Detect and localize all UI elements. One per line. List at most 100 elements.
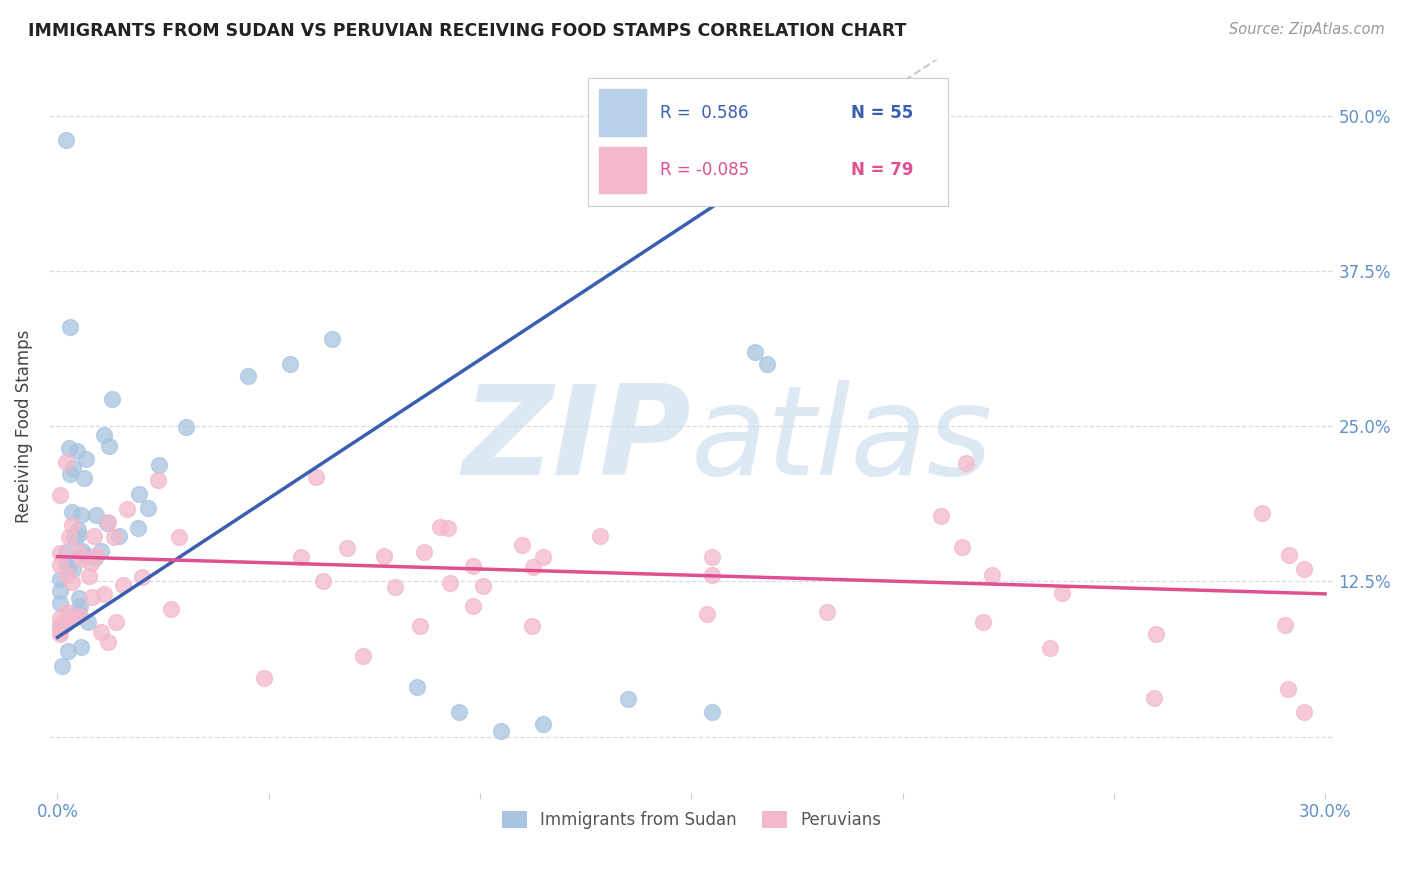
Point bbox=[437, 520, 460, 534]
Point bbox=[512, 538, 534, 552]
Point bbox=[1278, 548, 1301, 562]
Point bbox=[60, 504, 83, 518]
Point bbox=[1143, 690, 1166, 705]
Point bbox=[167, 531, 190, 545]
Point bbox=[461, 599, 484, 613]
Point bbox=[90, 624, 112, 639]
Point bbox=[49, 627, 72, 641]
Point bbox=[408, 619, 430, 633]
Point bbox=[1274, 618, 1296, 632]
Point bbox=[59, 609, 82, 624]
Point bbox=[522, 559, 544, 574]
Point bbox=[62, 611, 84, 625]
Point bbox=[96, 516, 118, 530]
Point bbox=[520, 619, 543, 633]
Point bbox=[756, 357, 779, 371]
Point bbox=[290, 550, 312, 565]
Point bbox=[72, 544, 94, 558]
Point bbox=[59, 319, 82, 334]
Point bbox=[335, 541, 357, 555]
Point bbox=[128, 520, 150, 534]
Text: Source: ZipAtlas.com: Source: ZipAtlas.com bbox=[1229, 22, 1385, 37]
Point bbox=[405, 680, 427, 694]
Point bbox=[312, 574, 335, 589]
Point bbox=[160, 602, 183, 616]
Point bbox=[93, 428, 115, 442]
Point bbox=[531, 549, 554, 564]
Point bbox=[55, 133, 77, 147]
Point bbox=[62, 530, 84, 544]
Point bbox=[62, 562, 84, 576]
Point bbox=[429, 519, 451, 533]
Point bbox=[252, 671, 274, 685]
Point bbox=[1250, 506, 1272, 520]
Point bbox=[136, 500, 159, 515]
Point bbox=[58, 441, 80, 455]
Point bbox=[55, 605, 77, 619]
Point bbox=[176, 420, 198, 434]
Point bbox=[60, 574, 83, 589]
Point bbox=[70, 508, 93, 522]
Point bbox=[56, 644, 79, 658]
Point bbox=[702, 705, 724, 719]
Point bbox=[53, 617, 76, 632]
Point bbox=[108, 529, 131, 543]
Point bbox=[66, 544, 89, 558]
Point bbox=[980, 567, 1002, 582]
Point bbox=[112, 578, 135, 592]
Point bbox=[489, 723, 512, 738]
Point bbox=[1292, 562, 1315, 576]
Point bbox=[62, 518, 84, 533]
Point bbox=[48, 488, 70, 502]
Point bbox=[70, 640, 93, 655]
Point bbox=[48, 546, 70, 560]
Point bbox=[105, 615, 128, 629]
Point bbox=[321, 332, 343, 346]
Point bbox=[463, 559, 485, 574]
Point bbox=[69, 599, 91, 613]
Point bbox=[51, 659, 73, 673]
Point bbox=[66, 523, 89, 537]
Point bbox=[80, 556, 103, 570]
Y-axis label: Receiving Food Stamps: Receiving Food Stamps bbox=[15, 329, 32, 523]
Legend: Immigrants from Sudan, Peruvians: Immigrants from Sudan, Peruvians bbox=[495, 804, 887, 836]
Point bbox=[55, 555, 77, 569]
Point bbox=[702, 568, 724, 582]
Point bbox=[472, 579, 495, 593]
Point bbox=[352, 648, 374, 663]
Point bbox=[101, 392, 124, 407]
Text: ZIP: ZIP bbox=[463, 380, 692, 501]
Point bbox=[62, 461, 84, 475]
Point bbox=[617, 692, 640, 706]
Point bbox=[373, 549, 395, 563]
Point bbox=[48, 558, 70, 572]
Point bbox=[1292, 705, 1315, 719]
Point bbox=[69, 609, 91, 624]
Point bbox=[447, 705, 470, 719]
Point bbox=[128, 486, 150, 500]
Point bbox=[67, 607, 90, 621]
Point bbox=[66, 527, 89, 541]
Point bbox=[48, 572, 70, 586]
Point bbox=[439, 575, 461, 590]
Point bbox=[48, 611, 70, 625]
Point bbox=[950, 541, 973, 555]
Point bbox=[55, 544, 77, 558]
Point bbox=[1144, 627, 1167, 641]
Point bbox=[413, 544, 436, 558]
Point bbox=[70, 552, 93, 566]
Point bbox=[236, 369, 259, 384]
Point bbox=[117, 502, 139, 516]
Point bbox=[75, 452, 97, 467]
Point bbox=[384, 580, 406, 594]
Point bbox=[56, 567, 79, 582]
Point bbox=[48, 624, 70, 639]
Point bbox=[131, 570, 153, 584]
Point bbox=[744, 344, 766, 359]
Point bbox=[972, 615, 994, 629]
Point bbox=[702, 549, 724, 564]
Point bbox=[83, 551, 105, 566]
Point bbox=[82, 590, 104, 604]
Point bbox=[48, 583, 70, 598]
Point bbox=[589, 529, 612, 543]
